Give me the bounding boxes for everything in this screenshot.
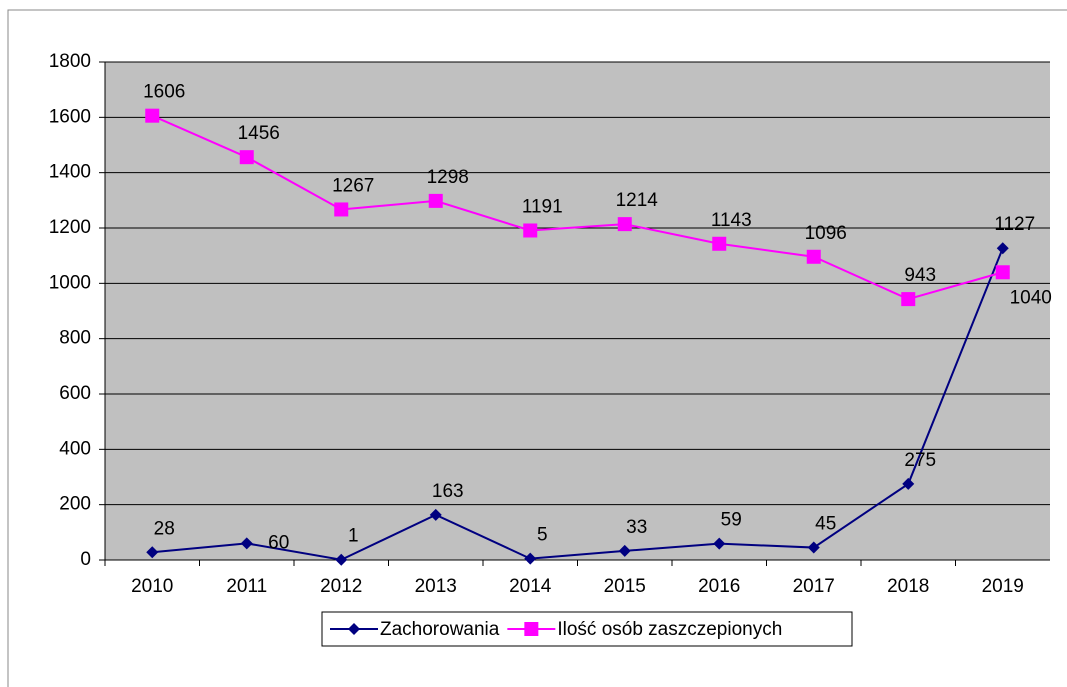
data-label: 1040 (1010, 287, 1052, 308)
plot-area (105, 62, 1050, 560)
y-tick-label: 1800 (49, 51, 91, 72)
y-tick-label: 0 (80, 549, 91, 570)
x-tick-label: 2013 (415, 576, 457, 597)
y-tick-label: 800 (59, 328, 91, 349)
x-tick-label: 2019 (982, 576, 1024, 597)
x-tick-label: 2015 (604, 576, 646, 597)
data-label: 59 (721, 510, 742, 531)
square-marker (239, 150, 254, 165)
diamond-marker (902, 477, 915, 490)
x-tick-label: 2018 (887, 576, 929, 597)
y-tick-label: 1400 (49, 162, 91, 183)
data-label: 1 (348, 526, 359, 547)
y-tick-label: 400 (59, 438, 91, 459)
diamond-marker (807, 541, 820, 554)
square-marker (334, 202, 349, 217)
legend-label: Ilość osób zaszczepionych (557, 619, 782, 640)
data-label: 943 (904, 265, 936, 286)
square-marker (995, 265, 1010, 280)
x-tick-label: 2017 (793, 576, 835, 597)
data-label: 60 (268, 532, 289, 553)
data-label: 1143 (711, 210, 752, 231)
series-line (152, 247, 1004, 561)
data-label: 33 (626, 517, 647, 538)
square-marker (806, 249, 821, 264)
data-label: 275 (904, 450, 936, 471)
data-label: 28 (154, 518, 175, 539)
diamond-marker (335, 553, 348, 566)
series-line (151, 114, 1004, 301)
data-label: 163 (432, 481, 464, 502)
diamond-marker (348, 623, 360, 635)
diamond-marker (524, 552, 537, 565)
y-tick-label: 1000 (49, 272, 91, 293)
diamond-marker (618, 544, 631, 557)
data-label: 1456 (238, 123, 280, 144)
square-marker (524, 622, 539, 636)
data-label: 1267 (332, 175, 374, 196)
data-label: 45 (815, 514, 836, 535)
diamond-marker (996, 242, 1009, 255)
data-label: 1127 (994, 214, 1035, 235)
data-label: 5 (537, 525, 548, 546)
square-marker (712, 236, 727, 251)
square-marker (428, 193, 443, 208)
diamond-marker (240, 537, 253, 550)
x-tick-label: 2010 (131, 576, 173, 597)
data-label: 1191 (522, 197, 563, 218)
data-label: 1606 (143, 82, 185, 103)
legend-box (321, 611, 853, 647)
y-tick-label: 1600 (49, 106, 91, 127)
y-tick-label: 200 (59, 494, 91, 515)
y-tick-label: 1200 (49, 217, 91, 238)
x-tick-label: 2016 (698, 576, 740, 597)
y-tick-label: 600 (59, 383, 91, 404)
diamond-marker (146, 546, 159, 559)
data-label: 1298 (427, 167, 469, 188)
x-tick-label: 2011 (226, 576, 267, 597)
diamond-marker (429, 508, 442, 521)
square-marker (145, 108, 160, 123)
data-label: 1214 (616, 190, 659, 211)
data-label: 1096 (805, 223, 847, 244)
square-marker (523, 223, 538, 238)
x-tick-label: 2012 (320, 576, 362, 597)
x-tick-label: 2014 (509, 576, 552, 597)
square-marker (901, 292, 916, 307)
legend-label: Zachorowania (380, 619, 500, 640)
square-marker (617, 217, 632, 232)
diamond-marker (713, 537, 726, 550)
